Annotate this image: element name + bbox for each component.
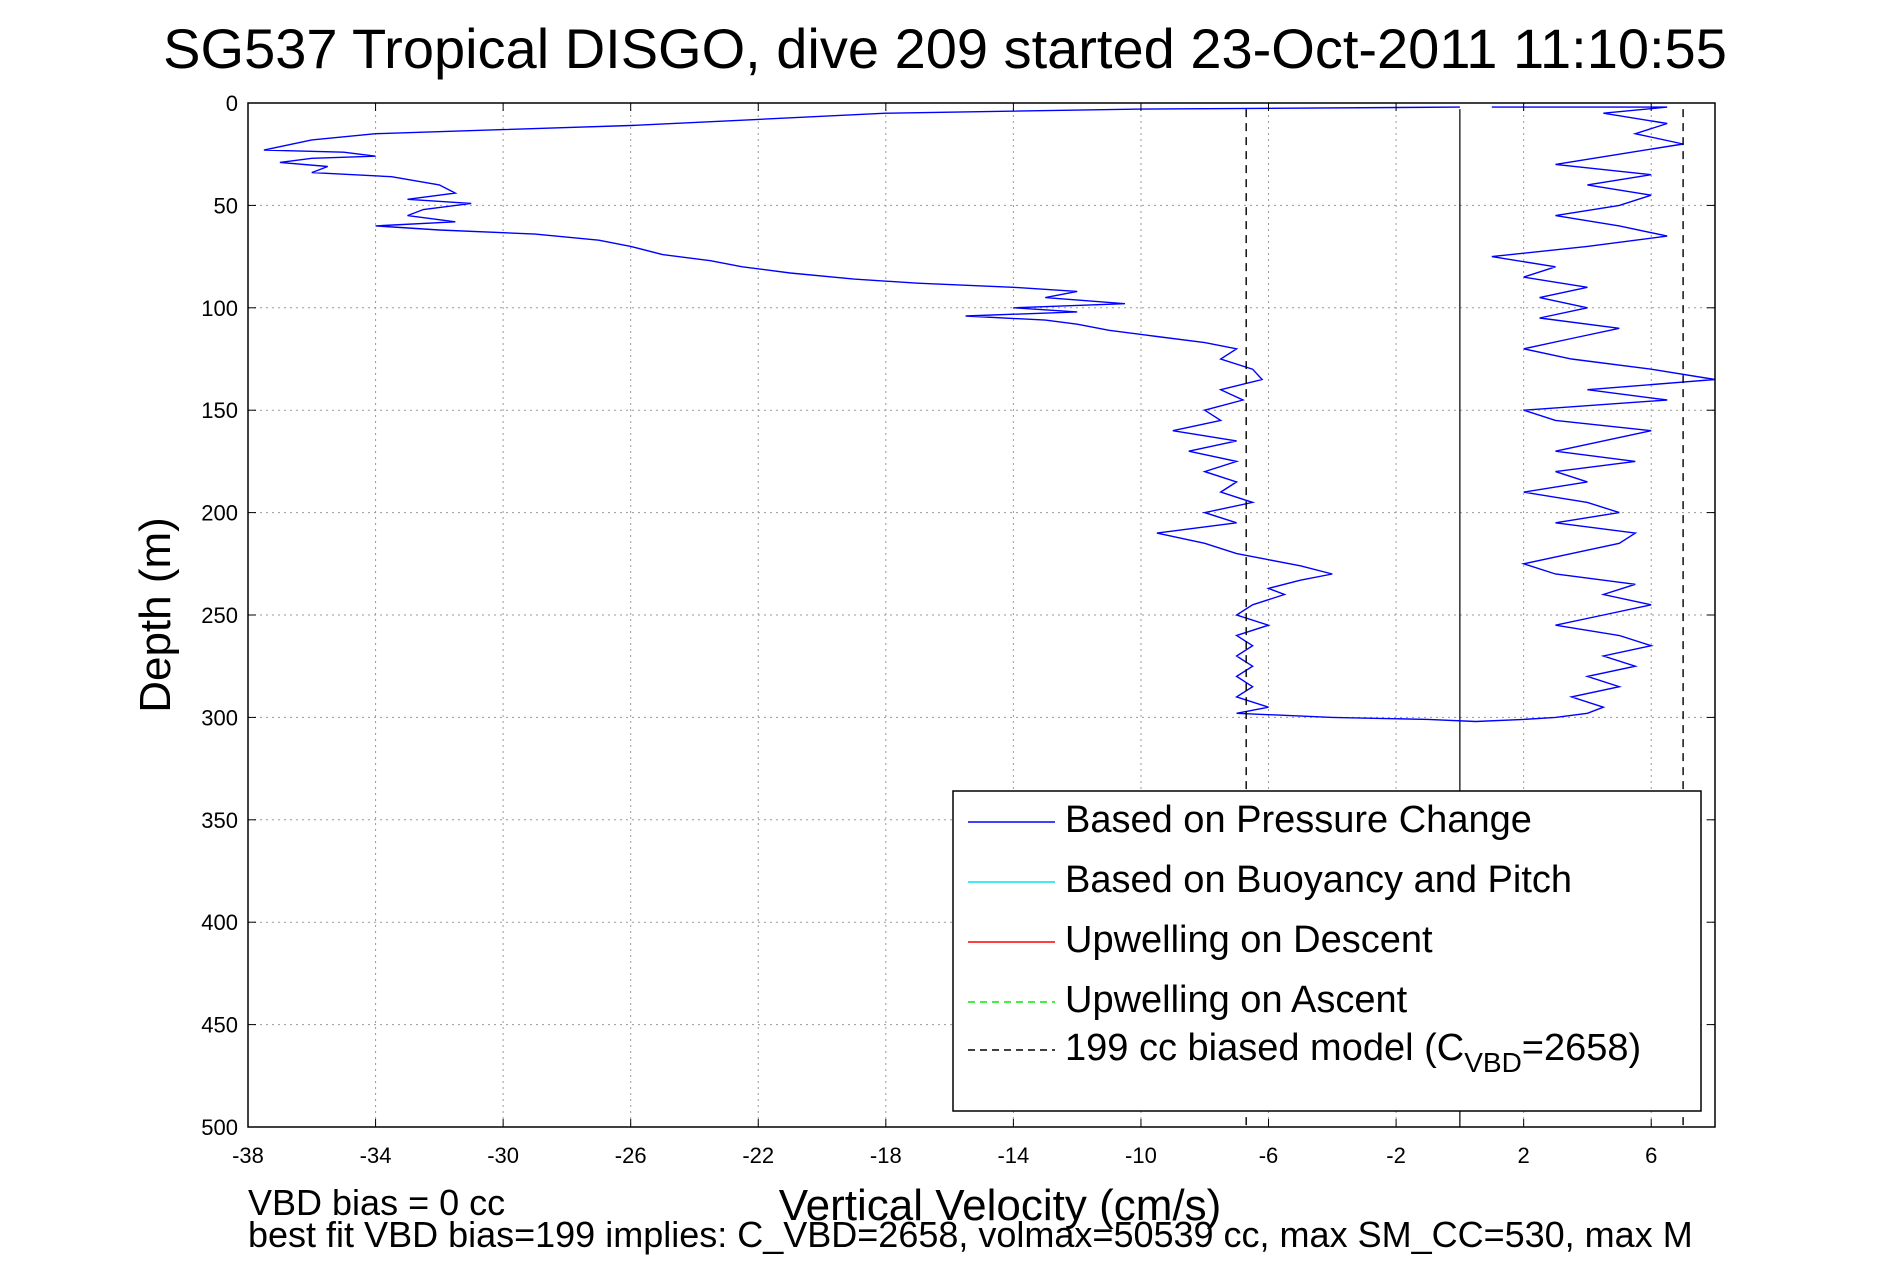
y-tick-label: 50 — [214, 193, 238, 218]
x-tick-label: -6 — [1259, 1143, 1279, 1168]
x-tick-label: -10 — [1125, 1143, 1157, 1168]
x-tick-label: -2 — [1386, 1143, 1406, 1168]
x-tick-label: -34 — [360, 1143, 392, 1168]
y-tick-label: 200 — [201, 501, 238, 526]
x-tick-label: 2 — [1518, 1143, 1530, 1168]
chart-title: SG537 Tropical DISGO, dive 209 started 2… — [163, 17, 1727, 80]
y-tick-label: 150 — [201, 398, 238, 423]
legend: Based on Pressure Change Based on Buoyanc… — [952, 790, 1702, 1112]
data-series — [263, 106, 1716, 1127]
best-fit-note: best fit VBD bias=199 implies: C_VBD=265… — [248, 1214, 1693, 1255]
legend-box — [952, 790, 1702, 1112]
x-axis-ticks: -38 -34 -30 -26 -22 -18 -14 -10 -6 -2 2 6 — [232, 103, 1657, 1168]
x-tick-label: -22 — [742, 1143, 774, 1168]
legend-label: Upwelling on Descent — [1065, 919, 1433, 961]
y-tick-label: 300 — [201, 705, 238, 730]
vbd-bias-note: VBD bias = 0 cc — [248, 1182, 505, 1223]
x-tick-label: 6 — [1645, 1143, 1657, 1168]
legend-label: Based on Buoyancy and Pitch — [1065, 859, 1572, 901]
y-tick-label: 400 — [201, 910, 238, 935]
legend-label: Based on Pressure Change — [1065, 799, 1532, 841]
legend-label: 199 cc biased model (CVBD=2658) — [1065, 1027, 1641, 1078]
x-tick-label: -38 — [232, 1143, 264, 1168]
x-tick-label: -30 — [487, 1143, 519, 1168]
x-tick-label: -26 — [615, 1143, 647, 1168]
y-tick-label: 500 — [201, 1115, 238, 1140]
y-tick-label: 350 — [201, 808, 238, 833]
x-axis-label: Vertical Velocity (cm/s) — [779, 1181, 1222, 1230]
y-tick-label: 100 — [201, 296, 238, 321]
y-axis-ticks: 0 50 100 150 200 250 300 350 400 450 500 — [201, 91, 1715, 1140]
y-tick-label: 450 — [201, 1013, 238, 1038]
x-tick-label: -18 — [870, 1143, 902, 1168]
y-tick-label: 250 — [201, 603, 238, 628]
y-tick-label: 0 — [226, 91, 238, 116]
pressure-change-velocity-line — [263, 106, 1716, 723]
x-tick-label: -14 — [997, 1143, 1029, 1168]
y-axis-label: Depth (m) — [131, 517, 180, 713]
legend-label: Upwelling on Ascent — [1065, 979, 1408, 1021]
